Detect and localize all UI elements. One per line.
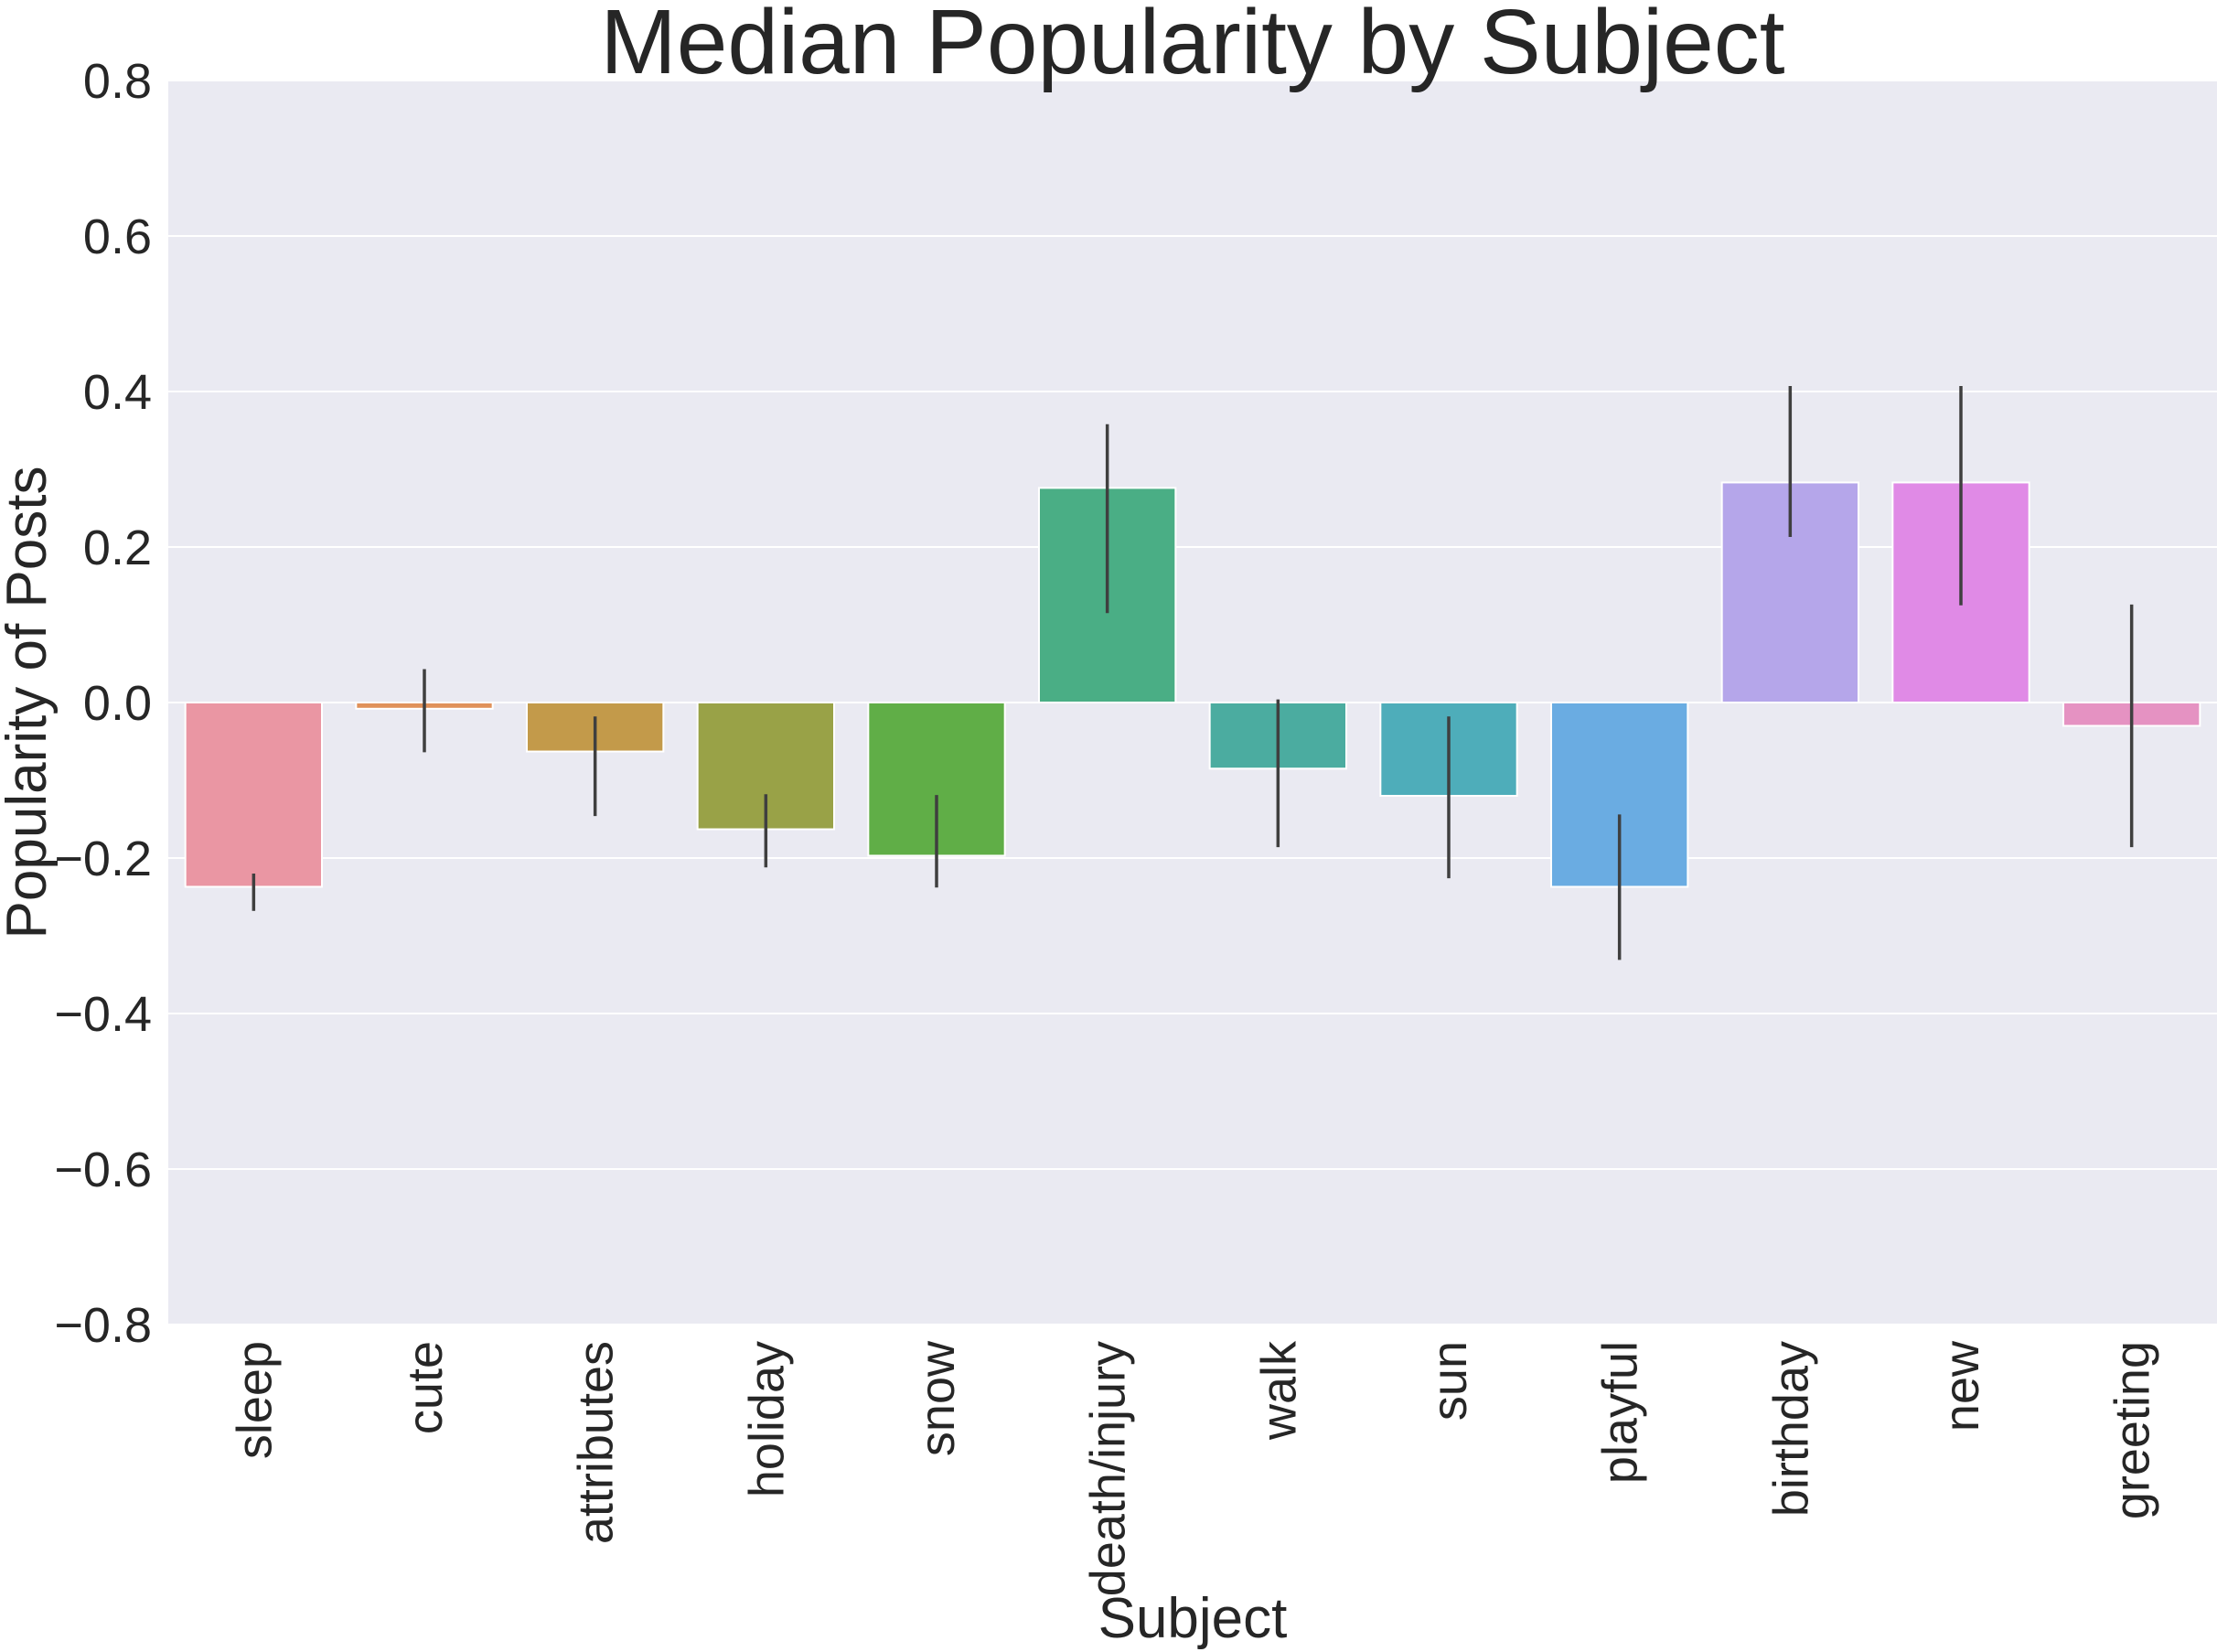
x-tick-label: sun: [1422, 1341, 1477, 1421]
x-axis-ticks: sleep cute attributes holiday snow death/inju…: [227, 1340, 2159, 1596]
chart-title: Median Popularity by Subject: [600, 0, 1784, 93]
x-tick-label: playful: [1593, 1341, 1648, 1484]
y-tick-label: 0.4: [83, 365, 152, 420]
bar-sleep: [184, 702, 323, 888]
x-tick-label: holiday: [739, 1341, 794, 1497]
y-axis-ticks: 0.8 0.6 0.4 0.2 0.0 −0.2 −0.4 −0.6 −0.8: [54, 54, 152, 1353]
x-tick-label: new: [1934, 1340, 1989, 1432]
y-tick-label: 0.6: [83, 209, 152, 264]
y-tick-label: −0.2: [54, 831, 152, 886]
y-tick-label: −0.6: [54, 1142, 152, 1197]
y-tick-label: 0.8: [83, 54, 152, 109]
y-tick-label: −0.8: [54, 1298, 152, 1353]
y-tick-label: −0.4: [54, 987, 152, 1042]
x-tick-label: walk: [1251, 1340, 1306, 1441]
y-tick-label: 0.0: [83, 676, 152, 731]
grid-lines: [168, 80, 2217, 1325]
y-axis-label: Popularity of Posts: [0, 467, 59, 939]
x-tick-label: greeting: [2105, 1341, 2160, 1519]
x-tick-label: cute: [398, 1341, 453, 1434]
x-tick-label: sleep: [227, 1341, 282, 1459]
x-tick-label: attributes: [569, 1341, 624, 1544]
error-bars: [252, 386, 2134, 960]
x-tick-label: snow: [910, 1340, 965, 1456]
y-tick-label: 0.2: [83, 520, 152, 575]
x-axis-label: Subject: [1098, 1587, 1288, 1650]
bars: [184, 481, 2201, 888]
x-tick-label: birthday: [1763, 1341, 1818, 1517]
x-tick-label: death/injury: [1081, 1341, 1136, 1596]
